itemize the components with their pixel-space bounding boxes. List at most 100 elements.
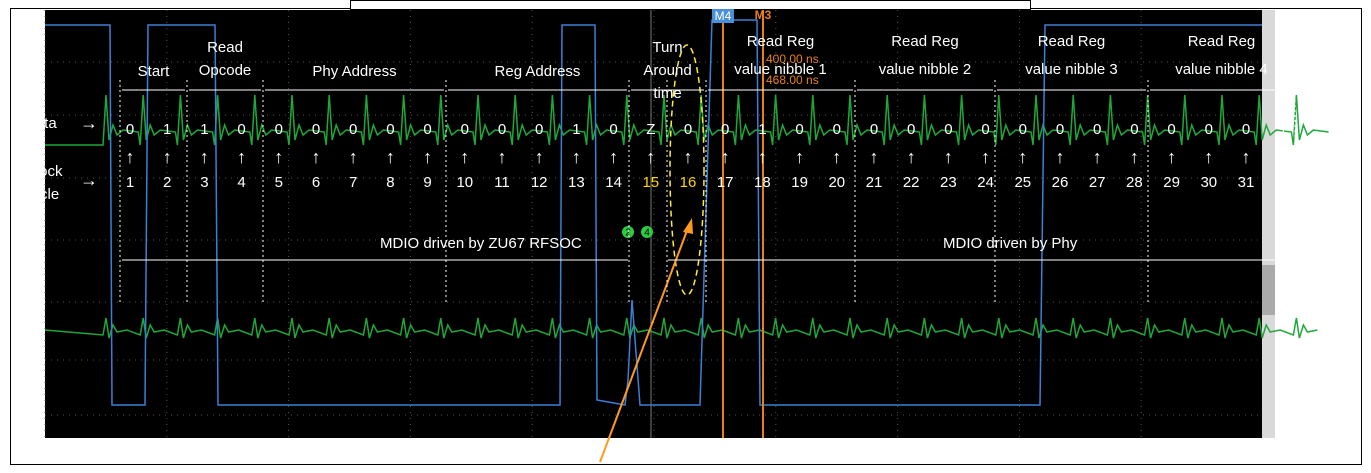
data-bit: 0 — [981, 121, 989, 138]
clock-arrow: ↑ — [1204, 147, 1213, 167]
clock-arrow: ↑ — [1093, 147, 1102, 167]
data-bit: 0 — [312, 121, 320, 138]
section-label: Opcode — [199, 62, 252, 79]
cycle-number: 29 — [1163, 174, 1180, 191]
cycle-number: 20 — [828, 174, 845, 191]
data-bit: 1 — [200, 121, 208, 138]
clock-arrow: ↑ — [237, 147, 246, 167]
data-bit: 0 — [498, 121, 506, 138]
badge-label: 4 — [644, 228, 650, 239]
clock-arrow: ↑ — [386, 147, 395, 167]
data-bit: 0 — [684, 121, 692, 138]
clock-arrow: ↑ — [126, 147, 135, 167]
section-label: Read — [207, 39, 243, 56]
cycle-number: 22 — [903, 174, 920, 191]
clock-arrow: ↑ — [423, 147, 432, 167]
data-bit: 0 — [609, 121, 617, 138]
clock-arrow: ↑ — [498, 147, 507, 167]
cycle-number: 4 — [237, 174, 245, 191]
cycle-number: 30 — [1200, 174, 1217, 191]
clock-arrow: ↑ — [572, 147, 581, 167]
section-label: time — [653, 85, 681, 102]
cycle-number: 7 — [349, 174, 357, 191]
clock-arrow: ↑ — [907, 147, 916, 167]
clock-arrow: ↑ — [1018, 147, 1027, 167]
cycle-number: 15 — [642, 174, 659, 191]
cycle-number: 27 — [1089, 174, 1106, 191]
section-label: Reg Address — [495, 63, 581, 80]
data-bit: 0 — [461, 121, 469, 138]
data-bit: 1 — [163, 121, 171, 138]
clock-arrow: ↑ — [460, 147, 469, 167]
data-bit: 0 — [1019, 121, 1027, 138]
clock-arrow: ↑ — [870, 147, 879, 167]
cycle-number: 31 — [1238, 174, 1255, 191]
row-label: Data — [25, 115, 57, 132]
clock-arrow: ↑ — [758, 147, 767, 167]
data-bit: 0 — [1242, 121, 1250, 138]
section-label: Read Reg — [891, 33, 959, 50]
clock-arrow: ↑ — [646, 147, 655, 167]
cycle-number: 2 — [163, 174, 171, 191]
section-label: Turn — [652, 39, 682, 56]
cycle-number: 21 — [866, 174, 883, 191]
clock-arrow: ↑ — [1056, 147, 1065, 167]
data-bit: 0 — [535, 121, 543, 138]
cycle-number: 23 — [940, 174, 957, 191]
cycle-number: 19 — [791, 174, 808, 191]
data-bit: 0 — [833, 121, 841, 138]
clock-arrow: ↑ — [944, 147, 953, 167]
data-bit: 1 — [1279, 121, 1287, 138]
cycle-number: 6 — [312, 174, 320, 191]
cycle-number: 9 — [423, 174, 431, 191]
clock-arrow: ↑ — [1130, 147, 1139, 167]
data-bit: 0 — [1205, 121, 1213, 138]
cycle-number: 11 — [494, 174, 510, 191]
row-label: cycle — [25, 186, 59, 203]
arrow: → — [80, 113, 98, 133]
section-label: value nibble 4 — [1175, 61, 1268, 78]
scroll-thumb — [1262, 265, 1275, 315]
section-label: Read Reg — [1188, 33, 1256, 50]
section-label: value nibble 2 — [879, 61, 972, 78]
cycle-number: 10 — [456, 174, 473, 191]
data-bit: 0 — [1130, 121, 1138, 138]
data-bit: 0 — [870, 121, 878, 138]
clock-arrow: ↑ — [1167, 147, 1176, 167]
clock-arrow: ↑ — [795, 147, 804, 167]
section-label: Read Reg — [1038, 33, 1106, 50]
cycle-number: 14 — [605, 174, 622, 191]
cycle-number: 26 — [1052, 174, 1069, 191]
clock-arrow: ↑ — [609, 147, 618, 167]
cycle-number: 1 — [126, 174, 134, 191]
arrow: → — [80, 170, 98, 190]
section-label: Start — [138, 63, 171, 80]
row-label: Clock — [25, 163, 63, 180]
cycle-number: 32 — [1275, 174, 1292, 191]
cycle-number: 12 — [531, 174, 548, 191]
clock-arrow: ↑ — [535, 147, 544, 167]
scope-figure: M4 M3 400.00 ns 468.00 ns Data Clock cyc… — [0, 0, 1371, 468]
data-bit: 0 — [1056, 121, 1064, 138]
driver-label: MDIO driven by ZU67 RFSOC — [380, 235, 582, 252]
badge-label: 2 — [625, 228, 631, 239]
clock-arrow: ↑ — [349, 147, 358, 167]
cycle-number: 5 — [275, 174, 283, 191]
clock-arrow: ↑ — [200, 147, 209, 167]
section-label: value nibble 3 — [1025, 61, 1118, 78]
cycle-number: 25 — [1014, 174, 1031, 191]
page: M4 M3 400.00 ns 468.00 ns Data Clock cyc… — [0, 0, 1371, 473]
data-bit: 0 — [423, 121, 431, 138]
clock-arrow: ↑ — [684, 147, 693, 167]
caption-box — [351, 1, 1031, 10]
clock-arrow: ↑ — [721, 147, 730, 167]
clock-arrow: ↑ — [832, 147, 841, 167]
clock-arrow: ↑ — [981, 147, 990, 167]
data-bit: 0 — [237, 121, 245, 138]
cycle-number: 16 — [680, 174, 697, 191]
section-label: Phy Address — [312, 63, 396, 80]
data-bit: 1 — [758, 121, 766, 138]
driver-label: MDIO driven by Phy — [943, 235, 1078, 252]
clock-arrow: ↑ — [274, 147, 283, 167]
data-bit: 0 — [275, 121, 283, 138]
